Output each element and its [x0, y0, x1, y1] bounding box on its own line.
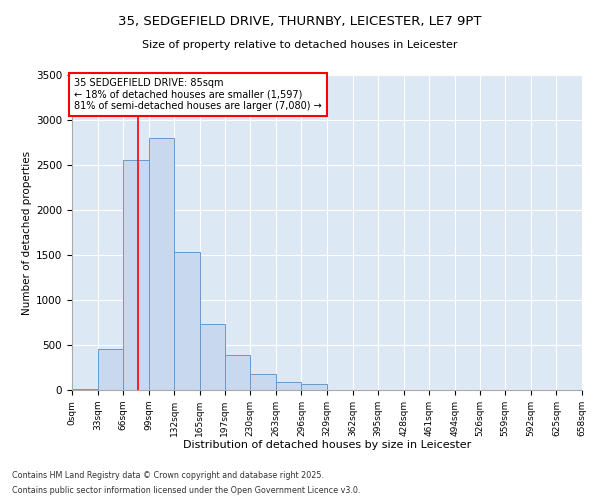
Bar [175, 252, 200, 390]
Bar [149, 138, 175, 390]
Bar [250, 374, 276, 390]
Bar [123, 160, 149, 390]
Bar [276, 382, 301, 390]
Bar [72, 389, 98, 390]
Bar [98, 348, 123, 390]
Text: Contains HM Land Registry data © Crown copyright and database right 2025.: Contains HM Land Registry data © Crown c… [12, 471, 324, 480]
Bar [224, 355, 250, 390]
Text: 35, SEDGEFIELD DRIVE, THURNBY, LEICESTER, LE7 9PT: 35, SEDGEFIELD DRIVE, THURNBY, LEICESTER… [118, 15, 482, 28]
Bar [200, 324, 224, 390]
Text: Size of property relative to detached houses in Leicester: Size of property relative to detached ho… [142, 40, 458, 50]
Bar [301, 384, 327, 390]
Y-axis label: Number of detached properties: Number of detached properties [22, 150, 32, 314]
Text: 35 SEDGEFIELD DRIVE: 85sqm
← 18% of detached houses are smaller (1,597)
81% of s: 35 SEDGEFIELD DRIVE: 85sqm ← 18% of deta… [74, 78, 322, 111]
X-axis label: Distribution of detached houses by size in Leicester: Distribution of detached houses by size … [183, 440, 471, 450]
Text: Contains public sector information licensed under the Open Government Licence v3: Contains public sector information licen… [12, 486, 361, 495]
